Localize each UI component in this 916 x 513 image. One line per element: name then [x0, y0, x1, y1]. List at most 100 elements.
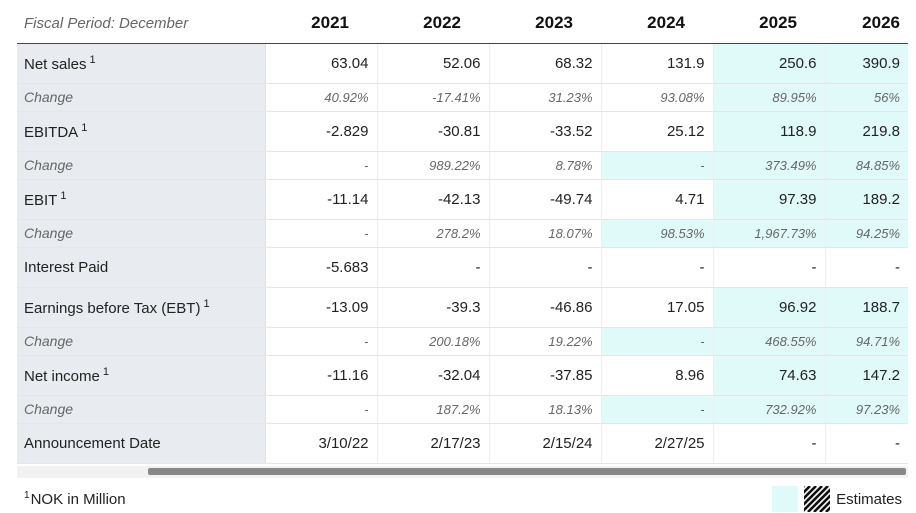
table-cell: 188.7: [824, 287, 908, 328]
table-cell: 84.85%: [824, 151, 908, 180]
legend-label: Estimates: [836, 490, 902, 508]
table-cell: -33.52: [488, 111, 601, 152]
table-cell: -: [600, 151, 713, 180]
table-cell: 94.25%: [824, 219, 908, 248]
footnote-marker: 1: [81, 121, 88, 134]
table-cell: 18.13%: [488, 395, 601, 424]
row-label: Change: [17, 327, 266, 356]
table-cell: 373.49%: [712, 151, 825, 180]
table-cell: 93.08%: [600, 83, 713, 112]
row-label: Net income 1: [17, 355, 266, 396]
row-label-text: Change: [24, 157, 74, 173]
table-cell: 989.22%: [376, 151, 489, 180]
table-cell: -: [265, 327, 377, 356]
row-label-text: Change: [24, 225, 74, 241]
table-cell: -: [600, 395, 713, 424]
table-cell: -5.683: [265, 247, 377, 288]
table-row: Net sales 1 63.04 52.06 68.32 131.9 250.6 390.9: [17, 43, 908, 84]
estimate-color-swatch: [772, 486, 799, 512]
table-cell: -: [712, 247, 825, 288]
footnote-text: NOK in Million: [30, 491, 126, 508]
row-label-text: Interest Paid: [24, 258, 109, 276]
row-label: Change: [17, 395, 266, 424]
table-cell: 219.8: [824, 111, 908, 152]
table-cell: 131.9: [600, 43, 713, 84]
table-cell: -30.81: [376, 111, 489, 152]
row-label: Change: [17, 219, 266, 248]
fiscal-period-label: Fiscal Period: December: [17, 4, 265, 44]
table-cell: -2.829: [265, 111, 377, 152]
table-cell: 732.92%: [712, 395, 825, 424]
table-cell: 68.32: [488, 43, 601, 84]
table-cell: 8.96: [600, 355, 713, 396]
change-row: Change -989.22% 8.78% -373.49% 84.85%: [17, 151, 908, 180]
table-cell: -46.86: [488, 287, 601, 328]
table-cell: 1,967.73%: [712, 219, 825, 248]
financial-table: Fiscal Period: December 2021 2022 2023 2…: [17, 4, 908, 464]
row-label-text: Announcement Date: [24, 434, 161, 452]
row-label-text: Net income: [24, 367, 100, 385]
legend: Estimates: [772, 486, 902, 512]
row-label-text: Change: [24, 401, 74, 417]
row-label-text: Change: [24, 89, 74, 105]
table-row: Earnings before Tax (EBT) 1 -13.09 -39.3 -46…: [17, 287, 908, 328]
table-cell: 19.22%: [488, 327, 601, 356]
row-label: Interest Paid: [17, 247, 266, 288]
row-label-text: Earnings before Tax (EBT): [24, 299, 201, 317]
table-cell: 468.55%: [712, 327, 825, 356]
table-cell: 187.2%: [376, 395, 489, 424]
table-row: EBIT 1 -11.14 -42.13 -49.74 4.71 97.39 189.2: [17, 179, 908, 220]
row-label: EBIT 1: [17, 179, 266, 220]
table-cell: 250.6: [712, 43, 825, 84]
table-cell: -42.13: [376, 179, 489, 220]
table-cell: -: [600, 327, 713, 356]
table-cell: -: [265, 395, 377, 424]
table-cell: 94.71%: [824, 327, 908, 356]
header-row: Fiscal Period: December 2021 2022 2023 2…: [17, 4, 908, 44]
table-cell: 118.9: [712, 111, 825, 152]
table-cell: -11.16: [265, 355, 377, 396]
row-label-text: Net sales: [24, 55, 87, 73]
table-cell: 97.23%: [824, 395, 908, 424]
change-row: Change -278.2% 18.07% 98.53% 1,967.73% 94.25%: [17, 219, 908, 248]
footnote-marker: 1: [24, 490, 30, 501]
year-header: 2024: [601, 4, 713, 44]
table-cell: 40.92%: [265, 83, 377, 112]
table-cell: -: [265, 219, 377, 248]
table-cell: -: [712, 423, 825, 464]
table-cell: 2/17/23: [376, 423, 489, 464]
table-cell: 63.04: [265, 43, 377, 84]
table-cell: 96.92: [712, 287, 825, 328]
table-cell: 390.9: [824, 43, 908, 84]
table-cell: 52.06: [376, 43, 489, 84]
horizontal-scrollbar[interactable]: [17, 466, 908, 478]
table-cell: 2/15/24: [488, 423, 601, 464]
table-cell: 31.23%: [488, 83, 601, 112]
scrollbar-thumb[interactable]: [148, 468, 906, 475]
row-label-text: Change: [24, 333, 74, 349]
table-cell: -: [265, 151, 377, 180]
table-cell: 18.07%: [488, 219, 601, 248]
row-label: Net sales 1: [17, 43, 266, 84]
table-cell: 17.05: [600, 287, 713, 328]
table-cell: -: [376, 247, 489, 288]
row-label: Change: [17, 83, 266, 112]
footnote-marker: 1: [89, 53, 96, 66]
table-cell: -49.74: [488, 179, 601, 220]
table-cell: 189.2: [824, 179, 908, 220]
table-cell: -: [824, 247, 908, 288]
table-row: Net income 1 -11.16 -32.04 -37.85 8.96 74.63 14…: [17, 355, 908, 396]
table-cell: 278.2%: [376, 219, 489, 248]
table-cell: 8.78%: [488, 151, 601, 180]
year-header: 2021: [265, 4, 377, 44]
table-cell: 147.2: [824, 355, 908, 396]
year-header: 2025: [713, 4, 825, 44]
table-row: Interest Paid -5.683- - - - -: [17, 247, 908, 288]
footnote-marker: 1: [60, 189, 67, 202]
table-cell: 4.71: [600, 179, 713, 220]
table-cell: -32.04: [376, 355, 489, 396]
year-header: 2022: [377, 4, 489, 44]
table-cell: -37.85: [488, 355, 601, 396]
table-cell: -17.41%: [376, 83, 489, 112]
table-cell: -: [488, 247, 601, 288]
